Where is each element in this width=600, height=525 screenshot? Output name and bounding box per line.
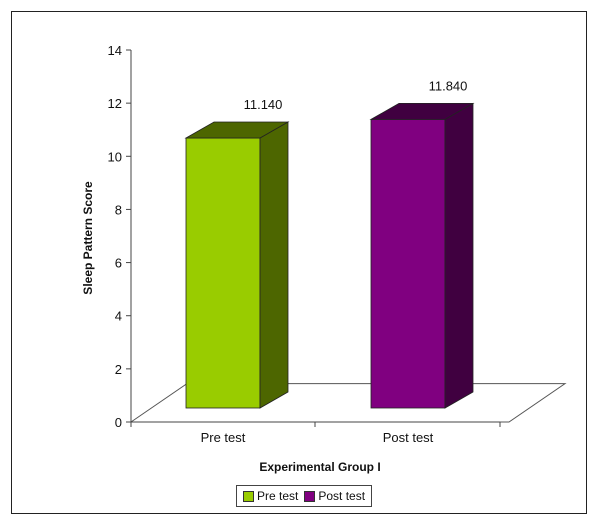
legend-label-post-test: Post test: [318, 489, 366, 503]
legend-swatch-post-test: [304, 490, 316, 502]
legend-item-post-test: Post test: [304, 489, 365, 503]
bar-front: [185, 137, 261, 409]
legend: Pre test Post test: [236, 485, 373, 507]
y-tick-label: 4: [115, 309, 122, 324]
data-label: 11.140: [244, 97, 283, 112]
y-tick-label: 0: [115, 415, 122, 430]
y-axis-title: Sleep Pattern Score: [81, 181, 95, 295]
bar-side: [259, 121, 289, 409]
y-tick-label: 14: [108, 43, 122, 58]
legend-label-pre-test: Pre test: [257, 489, 299, 503]
bar-top: [184, 121, 290, 139]
y-tick-label: 8: [115, 202, 122, 217]
legend-item-pre-test: Pre test: [243, 489, 298, 503]
x-tick-label: Pre test: [201, 430, 246, 445]
legend-swatch-pre-test: [243, 490, 254, 502]
bar-post-test: [369, 102, 475, 409]
data-label: 11.840: [429, 78, 468, 93]
bar-front: [370, 118, 446, 409]
bar-pre-test: [184, 121, 290, 409]
x-tick-label: Post test: [383, 430, 434, 445]
y-tick-label: 10: [108, 149, 122, 164]
bar-side: [444, 102, 474, 409]
chart-frame: [11, 11, 587, 514]
y-tick-label: 12: [108, 96, 122, 111]
y-tick-label: 6: [115, 256, 122, 271]
x-axis-title: Experimental Group I: [259, 460, 380, 474]
bar-top: [369, 102, 475, 120]
y-tick-label: 2: [115, 362, 122, 377]
